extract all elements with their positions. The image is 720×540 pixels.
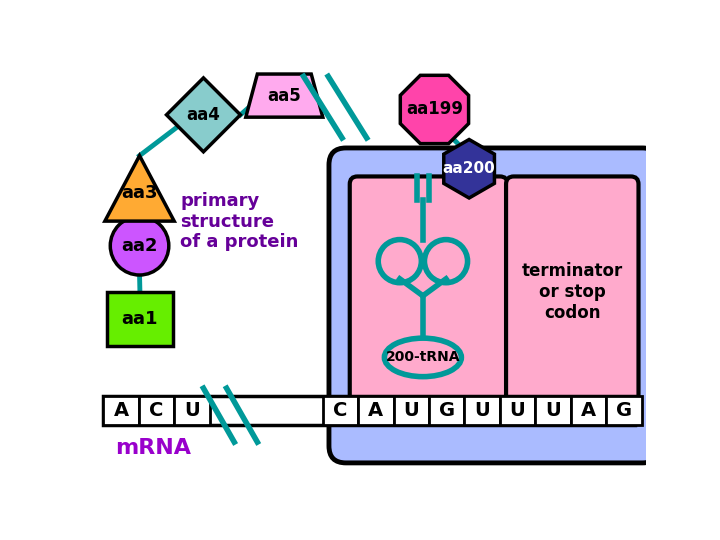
- Text: C: C: [149, 401, 163, 420]
- Text: G: G: [616, 401, 632, 420]
- Text: aa199: aa199: [406, 100, 463, 118]
- Circle shape: [110, 217, 168, 275]
- Text: A: A: [114, 401, 129, 420]
- Text: U: U: [184, 401, 199, 420]
- Text: U: U: [545, 401, 561, 420]
- Text: aa1: aa1: [122, 310, 158, 328]
- Bar: [571, 396, 606, 425]
- Ellipse shape: [384, 338, 462, 377]
- Bar: [535, 396, 571, 425]
- Text: 200-tRNA: 200-tRNA: [386, 350, 460, 365]
- Text: U: U: [403, 401, 419, 420]
- Text: terminator
or stop
codon: terminator or stop codon: [522, 262, 623, 322]
- FancyBboxPatch shape: [350, 177, 508, 408]
- Text: C: C: [333, 401, 348, 420]
- Polygon shape: [246, 74, 323, 117]
- Text: A: A: [369, 401, 384, 420]
- FancyBboxPatch shape: [506, 177, 639, 408]
- Text: aa2: aa2: [121, 237, 158, 255]
- Polygon shape: [444, 139, 495, 198]
- Text: aa200: aa200: [443, 161, 495, 176]
- Polygon shape: [105, 156, 174, 221]
- Bar: [464, 396, 500, 425]
- Text: aa4: aa4: [186, 106, 220, 124]
- Bar: [139, 396, 174, 425]
- Text: G: G: [438, 401, 455, 420]
- Text: U: U: [510, 401, 526, 420]
- Text: U: U: [474, 401, 490, 420]
- Text: A: A: [581, 401, 596, 420]
- Polygon shape: [400, 75, 469, 144]
- Circle shape: [378, 240, 421, 283]
- Text: aa3: aa3: [121, 184, 158, 201]
- Bar: [323, 396, 359, 425]
- FancyBboxPatch shape: [329, 148, 660, 463]
- Bar: [359, 396, 394, 425]
- Bar: [429, 396, 464, 425]
- Text: aa5: aa5: [267, 86, 301, 105]
- Bar: [107, 292, 173, 346]
- Bar: [104, 396, 634, 425]
- Polygon shape: [166, 78, 240, 152]
- Bar: [606, 396, 642, 425]
- Bar: [104, 396, 139, 425]
- Text: primary
structure
of a protein: primary structure of a protein: [180, 192, 299, 252]
- Text: mRNA: mRNA: [115, 437, 191, 458]
- Bar: [174, 396, 210, 425]
- Bar: [500, 396, 536, 425]
- Bar: [394, 396, 429, 425]
- Circle shape: [425, 240, 467, 283]
